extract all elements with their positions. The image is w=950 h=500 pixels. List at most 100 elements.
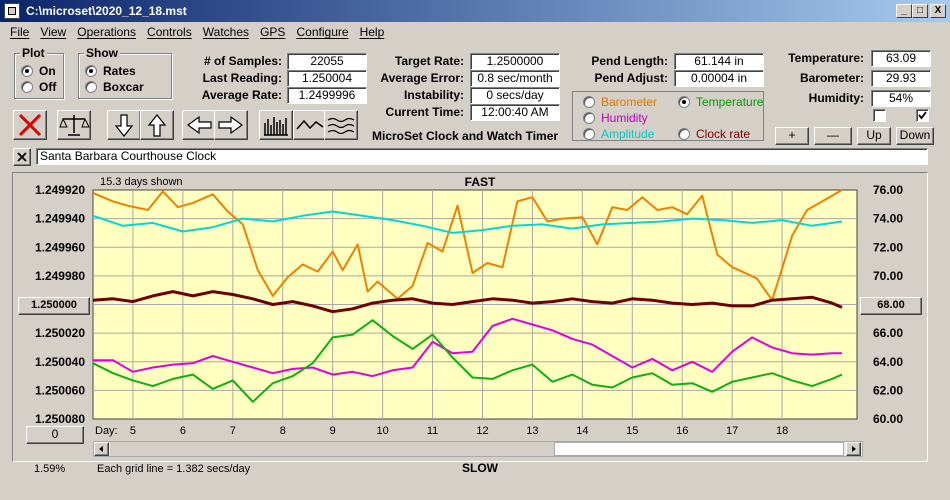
x-axis-tick: 12 [476, 425, 488, 437]
humidity-field: 54% [871, 90, 931, 107]
samples-field: 22055 [287, 53, 367, 70]
sensor-clockrate-radio[interactable]: Clock rate [678, 127, 750, 141]
instability-field: 0 secs/day [470, 87, 560, 104]
last-reading-label: Last Reading: [202, 71, 282, 85]
humidity-checkbox[interactable] [873, 109, 886, 122]
target-rate-label: Target Rate: [394, 54, 464, 68]
menu-file[interactable]: File [10, 25, 30, 39]
right-axis-tick: 70.00 [873, 269, 903, 283]
menu-watches[interactable]: Watches [202, 25, 250, 39]
show-rates-radio[interactable]: Rates [85, 64, 136, 78]
close-clock-button[interactable] [13, 148, 31, 166]
left-axis-tick: 1.249920 [35, 183, 85, 197]
series-line-4 [92, 319, 843, 403]
multi-wave-icon [327, 117, 355, 135]
menu-operations[interactable]: Operations [77, 25, 136, 39]
plot-group-title: Plot [20, 46, 47, 60]
average-error-field: 0.8 sec/month [470, 70, 560, 87]
zero-button[interactable]: 0 [26, 426, 84, 444]
show-group [78, 53, 172, 99]
x-axis-tick: 6 [180, 425, 186, 437]
checkmark-icon [918, 111, 927, 120]
x-axis-tick: 17 [726, 425, 738, 437]
minimize-button[interactable]: _ [896, 4, 912, 18]
right-axis-tick: 66.00 [873, 326, 903, 340]
plot-on-radio[interactable]: On [21, 64, 56, 78]
horizontal-scrollbar[interactable] [93, 441, 863, 457]
instability-label: Instability: [403, 88, 464, 102]
chart-panel [12, 172, 928, 462]
arrow-left-icon [186, 115, 212, 135]
target-rate-field: 1.2500000 [470, 53, 560, 70]
scale-icon [59, 115, 90, 136]
series-line-0 [92, 189, 843, 302]
x-axis-tick: 14 [576, 425, 588, 437]
option-checkbox[interactable] [916, 109, 929, 122]
series-line-1 [92, 210, 843, 234]
triangle-right-icon [852, 446, 856, 452]
show-boxcar-radio[interactable]: Boxcar [85, 80, 144, 94]
plot-off-radio[interactable]: Off [21, 80, 56, 94]
x-axis-tick: 8 [280, 425, 286, 437]
pend-adjust-label: Pend Adjust: [594, 71, 668, 85]
x-axis-tick: 15 [626, 425, 638, 437]
menu-view[interactable]: View [40, 25, 67, 39]
arrow-down-icon [114, 114, 134, 137]
average-rate-field: 1.2499996 [287, 87, 367, 104]
scroll-track[interactable] [110, 442, 554, 456]
plus-button[interactable]: + [775, 127, 809, 145]
up-button[interactable]: Up [857, 127, 891, 145]
multi-line-view-button[interactable] [324, 110, 358, 140]
sensor-amplitude-radio[interactable]: Amplitude [583, 127, 654, 141]
x-axis-tick: 7 [230, 425, 236, 437]
left-axis-tick: 1.250040 [35, 355, 85, 369]
scroll-left-arrow-button[interactable] [94, 442, 109, 456]
scroll-up-button[interactable] [140, 110, 174, 140]
samples-label: # of Samples: [203, 54, 282, 68]
scroll-right-button[interactable] [214, 110, 248, 140]
menu-configure[interactable]: Configure [296, 25, 349, 39]
right-axis-tick: 72.00 [873, 240, 903, 254]
left-axis-tick: 1.250080 [35, 412, 85, 426]
right-center-button[interactable]: 68.00 [860, 297, 922, 315]
close-icon [17, 152, 27, 162]
scroll-thumb[interactable] [554, 442, 844, 456]
clear-button[interactable] [13, 110, 47, 140]
menu-gps[interactable]: GPS [260, 25, 286, 39]
minus-button[interactable]: — [814, 127, 852, 145]
bar-view-button[interactable] [259, 110, 293, 140]
barometer-field: 29.93 [871, 70, 931, 87]
x-axis-tick: 13 [526, 425, 538, 437]
scroll-right-arrow-button[interactable] [846, 442, 861, 456]
sensor-temperature-radio[interactable]: Temperature [678, 95, 763, 109]
show-group-title: Show [84, 46, 120, 60]
pend-length-label: Pend Length: [591, 54, 668, 68]
menu-controls[interactable]: Controls [147, 25, 192, 39]
current-time-label: Current Time: [385, 105, 464, 119]
x-axis-tick: 18 [776, 425, 788, 437]
down-button[interactable]: Down [896, 127, 934, 145]
menu-help[interactable]: Help [359, 25, 385, 39]
pend-adjust-field: 0.00004 in [674, 70, 764, 87]
left-axis-tick: 1.249980 [35, 269, 85, 283]
scroll-left-button[interactable] [182, 110, 216, 140]
balance-button[interactable] [57, 110, 91, 140]
close-button[interactable]: X [930, 4, 946, 18]
clock-name-field[interactable]: Santa Barbara Courthouse Clock [36, 148, 928, 165]
x-axis-tick: 11 [427, 425, 438, 437]
series-line-3 [93, 317, 842, 378]
scroll-down-button[interactable] [107, 110, 141, 140]
temperature-label: Temperature: [788, 51, 864, 65]
left-center-button[interactable]: 1.250000 [18, 297, 90, 315]
average-rate-label: Average Rate: [201, 88, 282, 102]
sensor-barometer-radio[interactable]: Barometer [583, 95, 657, 109]
bars-icon [264, 117, 288, 136]
arrow-right-icon [218, 115, 244, 135]
grid-note-label: Each grid line = 1.382 secs/day [97, 463, 251, 475]
right-axis-tick: 76.00 [873, 183, 903, 197]
current-time-field: 12:00:40 AM [470, 104, 560, 121]
arrow-up-icon [147, 114, 167, 137]
maximize-button[interactable]: □ [912, 4, 928, 18]
app-caption: MicroSet Clock and Watch Timer [372, 129, 559, 143]
sensor-humidity-radio[interactable]: Humidity [583, 111, 648, 125]
